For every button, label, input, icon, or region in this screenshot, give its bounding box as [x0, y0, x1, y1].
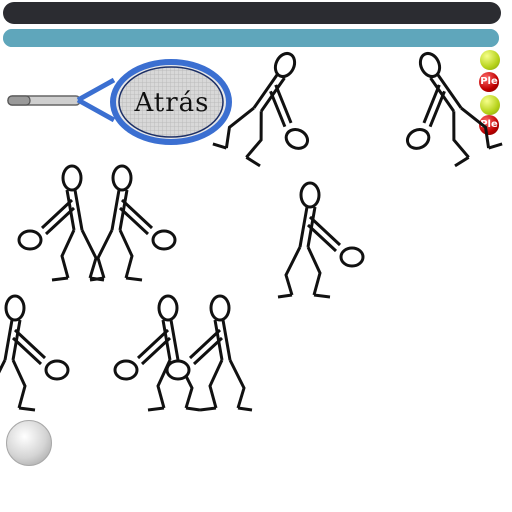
- player-figure-1[interactable]: [211, 39, 340, 182]
- top-bar: [3, 2, 501, 24]
- red-ball-icon[interactable]: Ple: [479, 72, 499, 92]
- player-figure-8[interactable]: [165, 294, 254, 412]
- round-knob-button[interactable]: [6, 420, 52, 466]
- back-button-label: Atrás: [134, 88, 210, 118]
- player-figure-7[interactable]: [113, 294, 202, 412]
- progress-fill: [3, 29, 499, 47]
- player-figure-6[interactable]: [0, 294, 70, 412]
- player-figure-3[interactable]: [17, 164, 106, 282]
- player-figure-4[interactable]: [88, 164, 177, 282]
- racket-icon: [7, 59, 232, 145]
- progress-bar: [3, 29, 499, 47]
- player-figure-2[interactable]: [375, 39, 504, 182]
- back-button[interactable]: Atrás: [6, 58, 232, 154]
- red-ball-icon[interactable]: Ple: [479, 115, 499, 135]
- tennis-ball-icon[interactable]: [480, 95, 500, 115]
- player-figure-5[interactable]: [276, 181, 365, 299]
- tennis-ball-icon[interactable]: [480, 50, 500, 70]
